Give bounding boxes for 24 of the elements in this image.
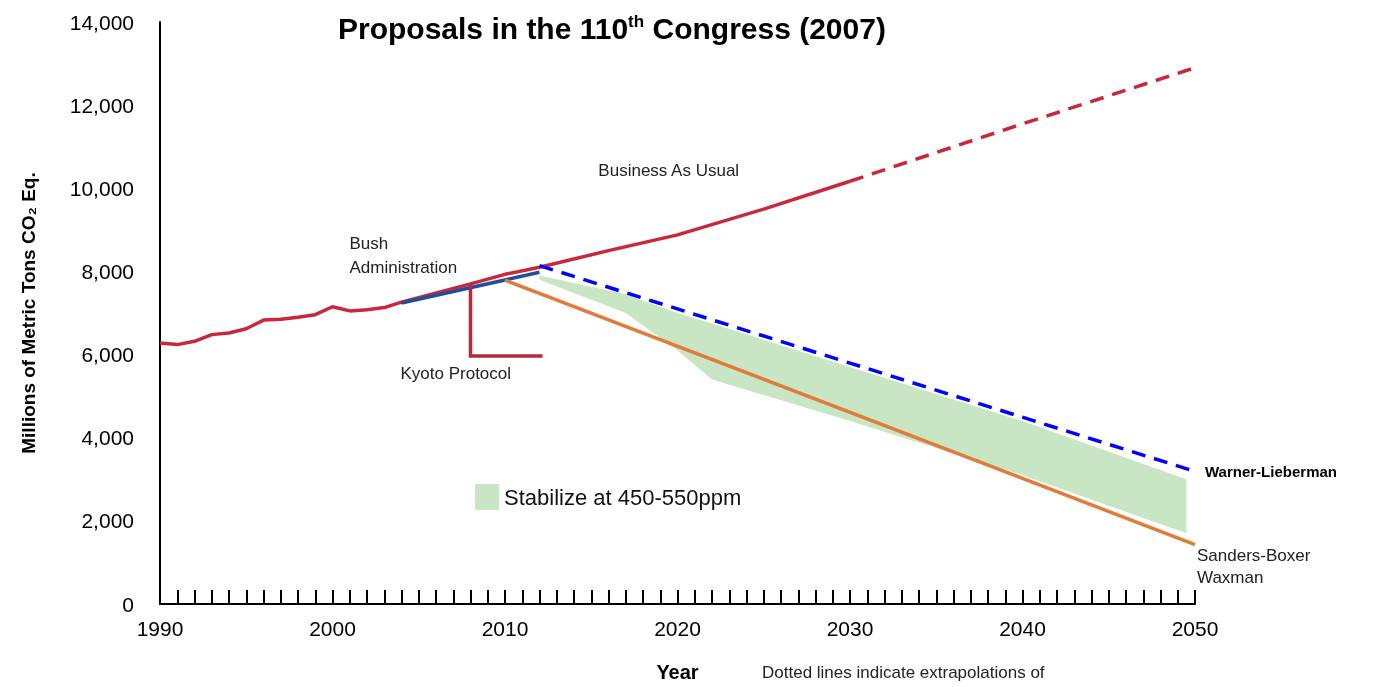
- y-tick-label: 0: [122, 592, 134, 616]
- x-tick-label: 2000: [309, 617, 356, 640]
- series-label: Sanders-Boxer Waxman: [1197, 546, 1316, 588]
- y-tick-label: 12,000: [69, 93, 134, 117]
- y-tick-label: 6,000: [81, 343, 134, 367]
- x-tick-label: 2030: [826, 617, 874, 640]
- x-tick-label: 2010: [481, 617, 529, 640]
- series-label: Bush Administration: [349, 233, 458, 277]
- x-axis-title: Year: [656, 661, 699, 683]
- x-tick-label: 1990: [136, 617, 184, 640]
- y-tick-label: 2,000: [81, 509, 134, 533]
- y-axis-title: Millions of Metric Tons CO₂ Eq.: [18, 172, 39, 454]
- text: Business As Usual: [598, 161, 740, 181]
- y-tick-label: 8,000: [81, 259, 134, 283]
- legend-label: Stabilize at 450-550ppm: [504, 484, 742, 510]
- text: Dotted lines indicate extrapolations of: [762, 663, 1045, 682]
- y-tick-label: 14,000: [69, 10, 134, 34]
- x-tick-label: 2020: [654, 617, 701, 640]
- series-label: Warner-Lieberman: [1205, 462, 1337, 480]
- annotation: Kyoto Protocol: [400, 363, 512, 383]
- x-tick-label: 2040: [999, 617, 1046, 640]
- y-tick-label: 4,000: [81, 426, 134, 450]
- x-tick-label: 2050: [1171, 617, 1219, 640]
- y-tick-label: 10,000: [69, 176, 134, 200]
